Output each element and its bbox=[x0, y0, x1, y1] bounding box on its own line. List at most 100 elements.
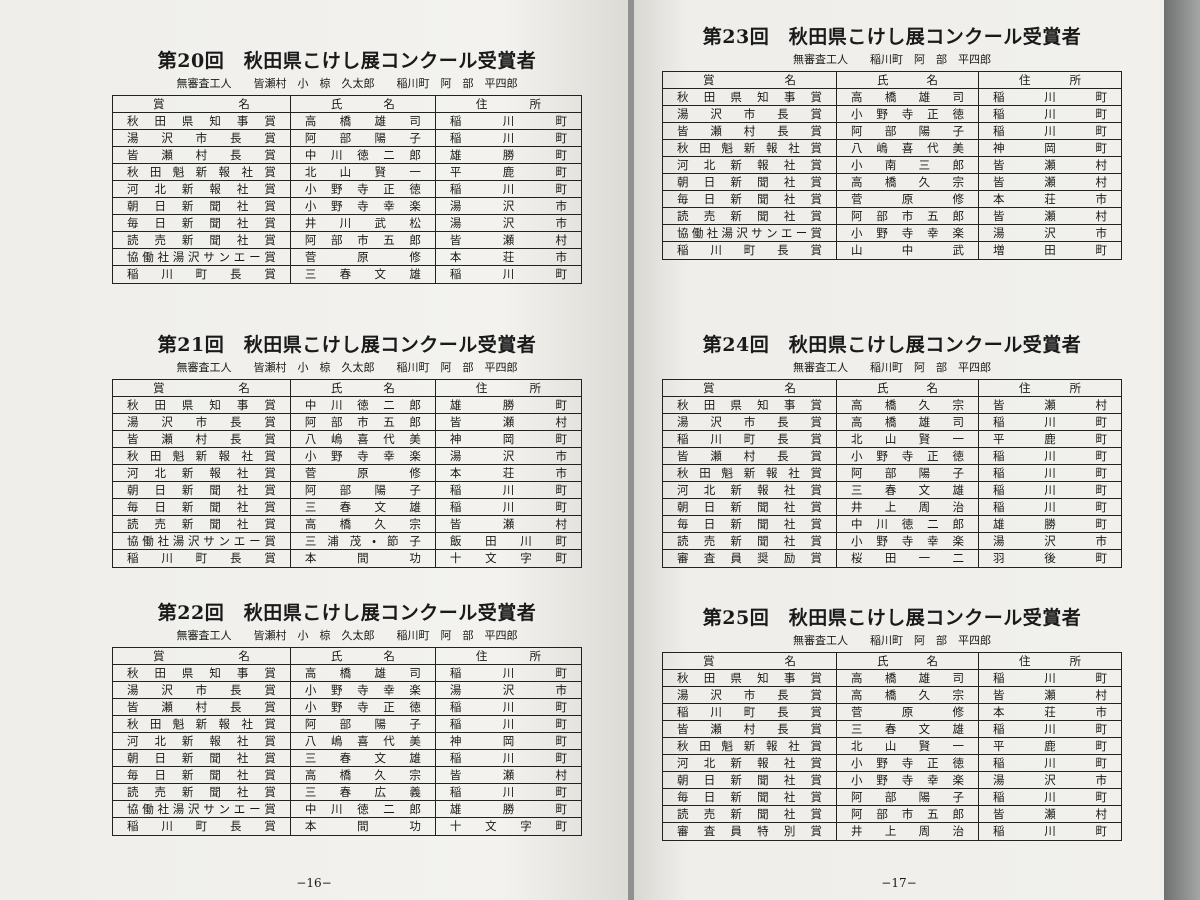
column-header: 住所 bbox=[979, 653, 1121, 670]
column-header: 住所 bbox=[435, 648, 581, 665]
table-cell: 毎日新聞社賞 bbox=[663, 516, 838, 533]
table-cell: 阿部陽子 bbox=[290, 716, 436, 733]
table-cell: 三春文雄 bbox=[291, 266, 436, 283]
table-cell: 稲川町 bbox=[979, 465, 1121, 482]
table-cell: 稲川町 bbox=[979, 755, 1121, 772]
table-cell: 湯沢市長賞 bbox=[113, 414, 291, 431]
table-cell: 小野寺幸楽 bbox=[837, 533, 979, 550]
award-table: 賞名 氏名 住所 秋田県知事賞 高橋雄司 稲川町 湯沢市長賞 高橋久宗 皆瀬村 稲川町長賞 菅原修本… bbox=[662, 652, 1122, 841]
table-cell: 菅原修 bbox=[837, 191, 979, 208]
table-cell: 稲川町 bbox=[435, 181, 581, 198]
table-cell: 中川徳二郎 bbox=[290, 801, 436, 818]
table-cell: 高橋久宗 bbox=[290, 767, 436, 784]
award-table: 賞名 氏名 住所 秋田県知事賞 中川徳二郎 雄勝町 湯沢市長賞 阿部市五郎 皆瀬村 皆瀬村長賞 八嶋… bbox=[112, 379, 582, 568]
table-cell: 井川武松 bbox=[290, 215, 436, 232]
table-cell: 井上周治 bbox=[837, 499, 979, 516]
award-section: 第21回 秋田県こけし展コンクール受賞者 無審査工人 皆瀬村 小 椋 久太郎 稲川… bbox=[112, 330, 582, 568]
book-page: 第20回 秋田県こけし展コンクール受賞者無審査工人 皆瀬村 小 椋 久太郎 稲川… bbox=[0, 0, 628, 900]
column-header: 氏名 bbox=[837, 380, 979, 397]
table-cell: 平鹿町 bbox=[435, 164, 581, 181]
table-cell: 高橋久宗 bbox=[837, 397, 979, 414]
column-header: 賞名 bbox=[113, 380, 291, 397]
table-cell: 稲川町 bbox=[979, 123, 1121, 140]
table-cell: 秋田県知事賞 bbox=[663, 397, 838, 414]
table-cell: 阿部市五郎 bbox=[290, 414, 436, 431]
table-cell: 増田町 bbox=[993, 243, 1107, 257]
table-cell: 協働社湯沢サンエー賞 bbox=[113, 533, 291, 550]
table-cell: 湯沢市長賞 bbox=[663, 414, 838, 431]
section-subtitle: 無審査工人 皆瀬村 小 椋 久太郎 稲川町 阿 部 平四郎 bbox=[176, 361, 518, 374]
column-header: 住所 bbox=[979, 380, 1121, 397]
section-title: 第24回 秋田県こけし展コンクール受賞者 bbox=[702, 334, 1082, 356]
table-cell: 皆瀬村 bbox=[435, 516, 581, 533]
table-cell: 協働社湯沢サンエー賞 bbox=[113, 249, 291, 266]
column-header: 氏名 bbox=[290, 96, 436, 113]
table-cell: 秋田県知事賞 bbox=[113, 397, 291, 414]
table-cell: 小野寺幸楽 bbox=[837, 225, 979, 242]
table-cell: 朝日新聞社賞 bbox=[663, 499, 838, 516]
table-cell: 秋田魁新報社賞 bbox=[113, 716, 291, 733]
table-cell: 読売新聞社賞 bbox=[663, 533, 838, 550]
section-title: 第20回 秋田県こけし展コンクール受賞者 bbox=[157, 50, 537, 72]
table-cell: 皆瀬村長賞 bbox=[663, 721, 838, 738]
table-cell: 小野寺幸楽 bbox=[837, 772, 979, 789]
award-table: 賞名 氏名 住所 秋田県知事賞 高橋久宗 皆瀬村 湯沢市長賞 高橋雄司 稲川町 稲川町長賞 北山賢一… bbox=[662, 379, 1122, 568]
section-title: 第25回 秋田県こけし展コンクール受賞者 bbox=[702, 607, 1082, 629]
table-cell: 皆瀬村 bbox=[979, 687, 1121, 704]
table-cell: 稲川町 bbox=[979, 499, 1121, 516]
table-cell: 湯沢市 bbox=[435, 682, 581, 699]
table-cell: 高橋雄司 bbox=[290, 665, 436, 682]
table-cell: 菅原修 bbox=[290, 249, 436, 266]
table-cell: 皆瀬村 bbox=[435, 767, 581, 784]
table-cell: 秋田魁新報社賞 bbox=[113, 448, 291, 465]
section-subtitle: 無審査工人 稲川町 阿 部 平四郎 bbox=[793, 53, 991, 66]
award-section: 第25回 秋田県こけし展コンクール受賞者 無審査工人 稲川町 阿 部 平四郎 賞名氏… bbox=[662, 603, 1122, 841]
table-cell: 北山賢一 bbox=[837, 431, 979, 448]
table-cell: 稲川町 bbox=[435, 482, 581, 499]
table-cell: 朝日新聞社賞 bbox=[113, 198, 291, 215]
table-cell: 阿部市五郎 bbox=[837, 208, 979, 225]
table-cell: 稲川町 bbox=[979, 448, 1121, 465]
table-cell: 湯沢市長賞 bbox=[663, 106, 838, 123]
table-cell: 毎日新聞社賞 bbox=[113, 499, 291, 516]
table-cell: 三春文雄 bbox=[290, 750, 436, 767]
table-cell: 湯沢市 bbox=[435, 198, 581, 215]
table-cell: 読売新聞社賞 bbox=[113, 784, 291, 801]
table-cell: 雄勝町 bbox=[435, 147, 581, 164]
table-cell: 小南三郎 bbox=[837, 157, 979, 174]
table-cell: 審査員特別賞 bbox=[663, 823, 838, 840]
table-cell: 本荘市 bbox=[979, 704, 1121, 721]
table-cell: 稲川町 bbox=[449, 267, 567, 281]
table-cell: 雄勝町 bbox=[435, 801, 581, 818]
section-subtitle: 無審査工人 稲川町 阿 部 平四郎 bbox=[793, 634, 991, 647]
table-cell: 秋田県知事賞 bbox=[663, 670, 838, 687]
table-cell: 三春広義 bbox=[290, 784, 436, 801]
table-cell: 皆瀬村長賞 bbox=[113, 699, 291, 716]
award-section: 第20回 秋田県こけし展コンクール受賞者 無審査工人 皆瀬村 小 椋 久太郎 稲川… bbox=[112, 46, 582, 284]
table-cell: 三浦茂・節子 bbox=[290, 533, 436, 550]
table-cell: 秋田県知事賞 bbox=[663, 89, 838, 106]
table-cell: 北山賢一 bbox=[290, 164, 436, 181]
table-cell: 本荘市 bbox=[979, 191, 1121, 208]
table-cell: 皆瀬村長賞 bbox=[663, 448, 838, 465]
table-cell: 八嶋喜代美 bbox=[290, 733, 436, 750]
table-cell: 本間功 bbox=[291, 550, 436, 567]
table-cell: 高橋雄司 bbox=[837, 414, 979, 431]
table-cell: 十文字町 bbox=[449, 551, 567, 565]
section-subtitle: 無審査工人 稲川町 阿 部 平四郎 bbox=[793, 361, 991, 374]
column-header: 住所 bbox=[435, 96, 581, 113]
table-cell: 朝日新聞社賞 bbox=[113, 750, 291, 767]
column-header: 氏名 bbox=[837, 72, 979, 89]
table-cell: 稲川町 bbox=[979, 789, 1121, 806]
table-cell: 阿部陽子 bbox=[837, 789, 979, 806]
table-cell: 審査員奨励賞 bbox=[663, 550, 838, 567]
table-cell: 小野寺正徳 bbox=[837, 106, 979, 123]
table-cell: 小野寺正徳 bbox=[290, 699, 436, 716]
table-cell: 皆瀬村 bbox=[435, 414, 581, 431]
table-cell: 三春文雄 bbox=[837, 482, 979, 499]
section-title: 第23回 秋田県こけし展コンクール受賞者 bbox=[702, 26, 1082, 48]
table-cell: 八嶋喜代美 bbox=[837, 140, 979, 157]
table-cell: 稲川町 bbox=[979, 89, 1121, 106]
table-cell: 本荘市 bbox=[435, 465, 581, 482]
